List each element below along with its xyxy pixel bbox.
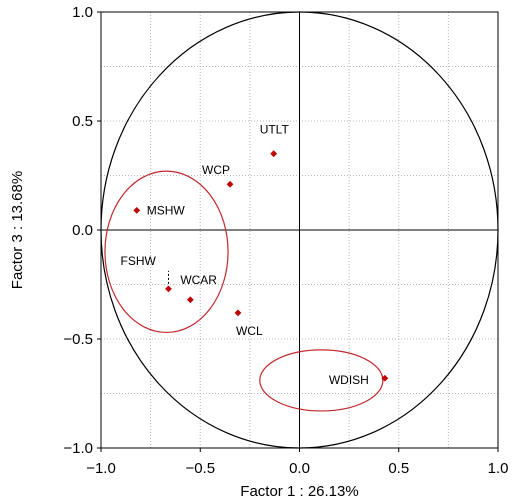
x-tick-label: 0.0 xyxy=(289,460,310,477)
x-tick-label: 1.0 xyxy=(488,460,509,477)
cluster-ellipse xyxy=(259,349,384,412)
point-label: WCAR xyxy=(180,273,217,287)
y-tick-label: 0.5 xyxy=(72,113,93,130)
y-tick-label: −0.5 xyxy=(63,331,93,348)
data-point xyxy=(381,374,389,382)
data-point xyxy=(165,285,172,293)
point-label: FSHW xyxy=(120,254,156,268)
y-axis-title: Factor 3 : 13.68% xyxy=(9,171,26,289)
data-point xyxy=(270,150,278,158)
x-axis-title: Factor 1 : 26.13% xyxy=(240,483,358,500)
data-points: UTLT WCP MSHW FSHW WCAR WCL WDISH xyxy=(120,123,389,387)
data-point xyxy=(133,206,141,214)
point-label: WCL xyxy=(236,324,263,338)
data-point xyxy=(234,309,242,317)
y-tick-label: 0.0 xyxy=(72,222,93,239)
axes xyxy=(100,11,499,449)
data-point xyxy=(226,180,234,188)
tick-labels: −1.0 −0.5 0.0 0.5 1.0 −1.0 −0.5 0.0 0.5 1.0 xyxy=(63,4,508,477)
cluster-ellipses xyxy=(104,170,384,412)
cluster-ellipse xyxy=(104,170,229,334)
point-label: WDISH xyxy=(329,373,369,387)
point-label: UTLT xyxy=(260,123,290,137)
y-tick-label: −1.0 xyxy=(63,440,93,457)
x-tick-label: −1.0 xyxy=(86,460,116,477)
point-label: WCP xyxy=(202,163,230,177)
point-label: MSHW xyxy=(147,203,186,217)
data-point xyxy=(186,296,194,304)
x-tick-label: 0.5 xyxy=(388,460,409,477)
y-tick-label: 1.0 xyxy=(72,4,93,21)
x-tick-label: −0.5 xyxy=(185,460,215,477)
